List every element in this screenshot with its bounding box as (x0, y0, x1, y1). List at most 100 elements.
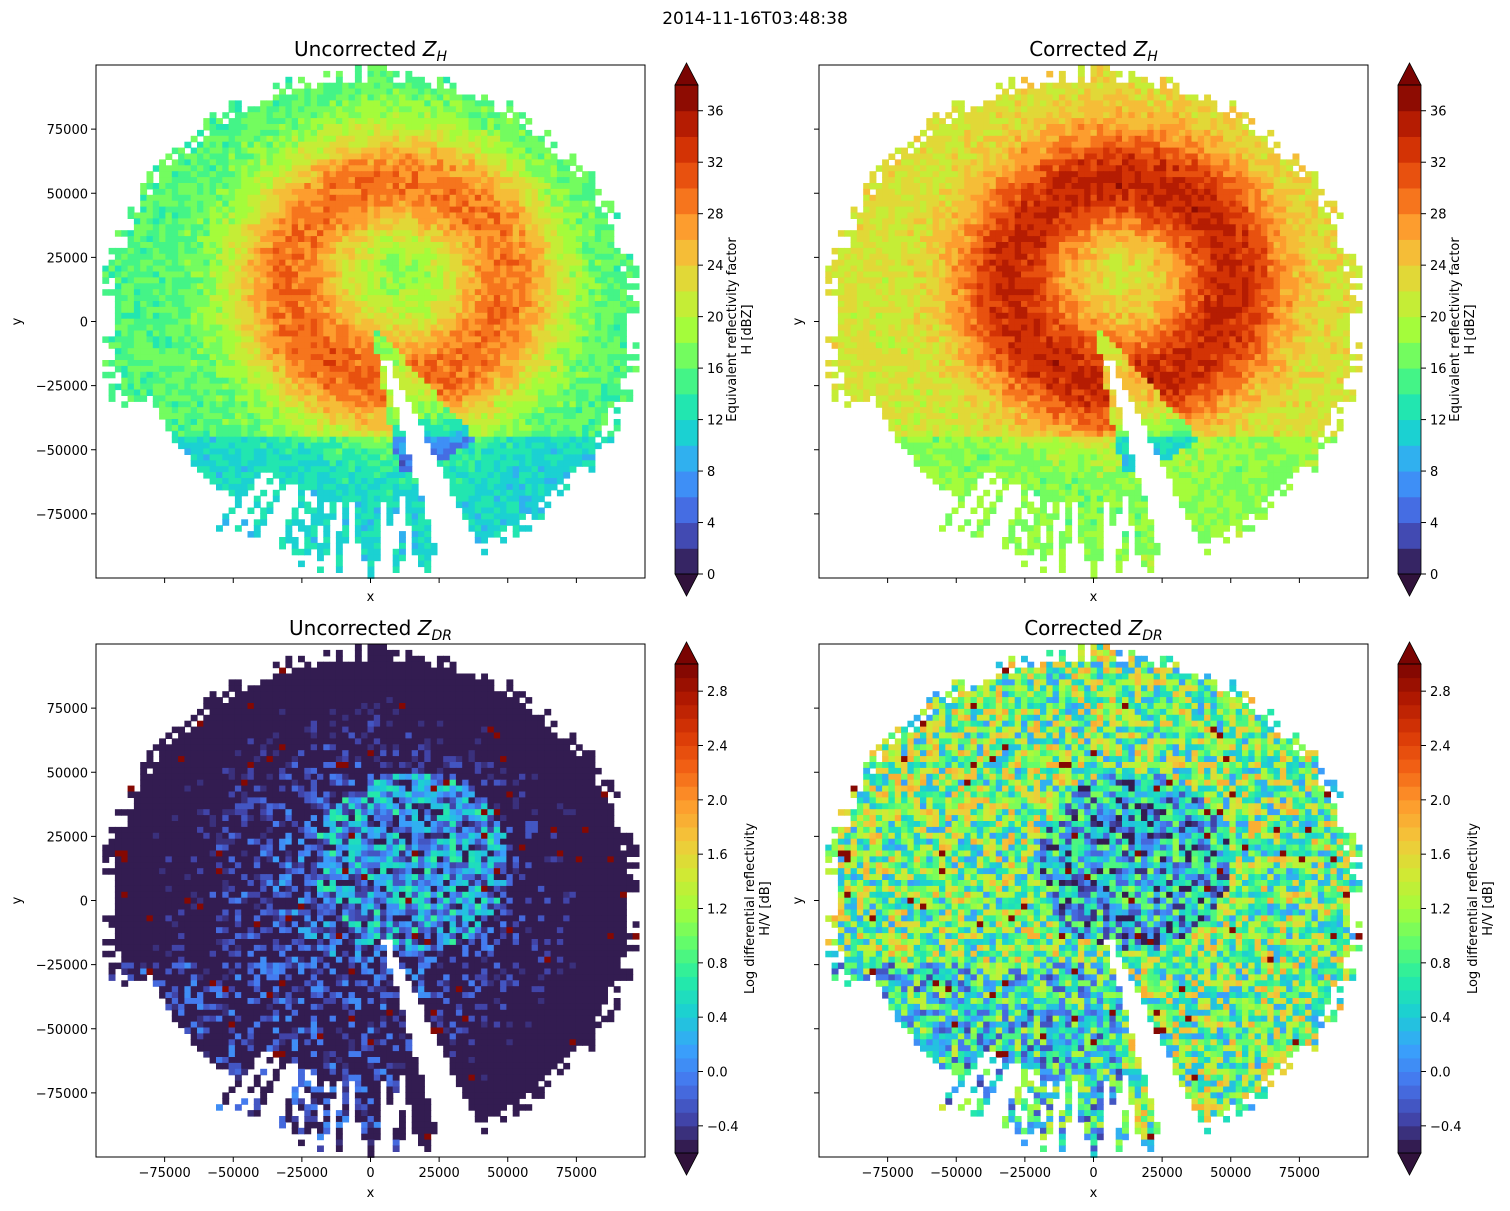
heatmap-cell (556, 236, 564, 243)
heatmap-cell (279, 295, 287, 302)
heatmap-cell (354, 124, 362, 131)
heatmap-cell (550, 165, 558, 172)
heatmap-cell (241, 177, 249, 184)
heatmap-cell (317, 171, 324, 178)
heatmap-cell (253, 401, 261, 408)
heatmap-cell (247, 448, 255, 455)
heatmap-cell (594, 442, 602, 450)
heatmap-cell (285, 301, 293, 308)
heatmap-cell (411, 525, 419, 532)
heatmap-cell (133, 348, 141, 355)
heatmap-cell (392, 507, 400, 514)
heatmap-cell (411, 253, 419, 261)
heatmap-cell (500, 259, 508, 267)
heatmap-cell (304, 112, 312, 119)
heatmap-cell (133, 306, 141, 314)
heatmap-cell (386, 424, 394, 432)
heatmap-cell (272, 188, 280, 196)
heatmap-cell (525, 448, 533, 455)
heatmap-cell (569, 401, 577, 408)
heatmap-cell (443, 265, 451, 273)
heatmap-cell (537, 419, 545, 426)
heatmap-cell (367, 472, 375, 479)
heatmap-cell (474, 507, 482, 514)
heatmap-cell (512, 295, 520, 302)
heatmap-cell (266, 283, 274, 290)
heatmap-cell (386, 389, 394, 396)
heatmap-cell (152, 271, 160, 278)
heatmap-cell (329, 283, 337, 290)
heatmap-cell (234, 301, 242, 308)
heatmap-cell (361, 507, 369, 514)
heatmap-cell (512, 200, 520, 208)
heatmap-cell (121, 365, 129, 373)
heatmap-cell (556, 342, 564, 349)
heatmap-cell (474, 206, 482, 214)
heatmap-cell (279, 135, 287, 143)
heatmap-cell (247, 395, 255, 402)
heatmap-cell (190, 247, 198, 255)
heatmap-cell (203, 289, 211, 296)
heatmap-cell (222, 448, 230, 455)
heatmap-cell (487, 112, 495, 119)
heatmap-cell (203, 141, 211, 149)
heatmap-cell (335, 112, 343, 119)
heatmap-cell (575, 289, 583, 296)
heatmap-cell (222, 306, 230, 314)
heatmap-cell (348, 218, 356, 225)
heatmap-cell (519, 124, 526, 131)
heatmap-cell (380, 118, 388, 125)
heatmap-cell (487, 242, 495, 249)
heatmap-cell (367, 159, 375, 166)
heatmap-cell (588, 383, 596, 391)
heatmap-cell (462, 342, 470, 349)
heatmap-cell (197, 247, 204, 255)
heatmap-cell (335, 413, 343, 420)
heatmap-cell (500, 348, 508, 355)
heatmap-cell (361, 295, 369, 302)
heatmap-cell (260, 324, 268, 332)
heatmap-cell (424, 200, 432, 208)
heatmap-cell (234, 218, 242, 225)
heatmap-cell (607, 236, 615, 243)
heatmap-cell (512, 277, 520, 284)
heatmap-cell (430, 419, 438, 426)
heatmap-cell (550, 301, 558, 308)
heatmap-cell (594, 424, 602, 432)
heatmap-cell (361, 354, 369, 361)
heatmap-cell (582, 324, 590, 332)
heatmap-cell (525, 401, 533, 408)
heatmap-cell (342, 478, 350, 485)
heatmap-cell (607, 318, 615, 326)
heatmap-cell (317, 478, 324, 485)
heatmap-cell (222, 454, 230, 461)
heatmap-cell (418, 230, 425, 237)
heatmap-cell (436, 112, 444, 119)
heatmap-cell (323, 330, 331, 337)
heatmap-cell (575, 306, 583, 314)
heatmap-cell (298, 183, 305, 190)
heatmap-cell (405, 112, 413, 119)
heatmap-cell (367, 165, 375, 172)
heatmap-cell (241, 259, 249, 267)
heatmap-cell (462, 348, 470, 355)
heatmap-cell (474, 336, 482, 343)
heatmap-cell (291, 448, 299, 455)
heatmap-cell (272, 247, 280, 255)
heatmap-cell (260, 177, 268, 184)
heatmap-cell (310, 424, 318, 432)
heatmap-cell (474, 124, 482, 131)
heatmap-cell (430, 365, 438, 373)
heatmap-cell (380, 265, 388, 273)
heatmap-cell (436, 159, 444, 166)
heatmap-cell (563, 342, 571, 349)
heatmap-cell (544, 483, 552, 491)
heatmap-cell (462, 106, 470, 113)
heatmap-cell (285, 253, 293, 261)
heatmap-cell (114, 324, 122, 332)
heatmap-cell (386, 188, 394, 196)
heatmap-cell (253, 531, 261, 538)
heatmap-cell (500, 424, 508, 432)
heatmap-cell (354, 295, 362, 302)
heatmap-cell (443, 301, 451, 308)
